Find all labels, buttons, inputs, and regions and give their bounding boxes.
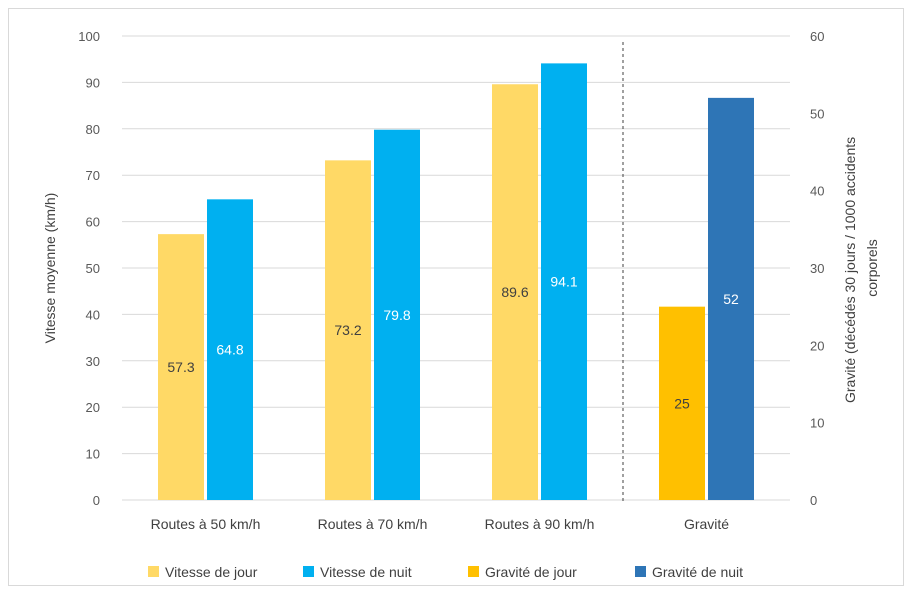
category-labels: Routes à 50 km/h Routes à 70 km/h Routes à… [151,516,730,532]
left-tick-label: 40 [86,307,100,322]
bars [158,63,754,501]
right-axis-title-line-1: Gravité (décédés 30 jours / 1000 acciden… [842,137,858,403]
data-label: 25 [674,395,690,411]
legend-swatch [303,566,314,577]
legend-swatch [148,566,159,577]
legend-swatch [468,566,479,577]
left-tick-label: 50 [86,261,100,276]
data-labels: 57.3 64.8 73.2 79.8 89.6 94.1 25 52 [167,274,739,412]
right-tick-label: 50 [810,106,824,121]
data-label: 73.2 [334,322,361,338]
data-label: 94.1 [550,274,577,290]
bar [492,84,538,501]
legend-swatch [635,566,646,577]
bar [659,306,705,500]
left-axis-title: Vitesse moyenne (km/h) [42,193,58,344]
data-label: 57.3 [167,359,194,375]
legend-label: Vitesse de jour [165,564,258,580]
category-label: Routes à 90 km/h [485,516,595,532]
category-label: Routes à 50 km/h [151,516,261,532]
left-tick-label: 10 [86,447,100,462]
bar [708,97,754,500]
left-tick-label: 20 [86,400,100,415]
left-tick-label: 80 [86,122,100,137]
category-label: Gravité [684,516,729,532]
chart-frame [8,8,904,586]
bar [325,160,371,501]
data-label: 89.6 [501,284,528,300]
right-tick-label: 40 [810,184,824,199]
category-label: Routes à 70 km/h [318,516,428,532]
right-tick-label: 30 [810,261,824,276]
data-label: 79.8 [383,307,410,323]
right-tick-label: 60 [810,29,824,44]
left-tick-label: 70 [86,168,100,183]
legend-label: Gravité de nuit [652,564,743,580]
bar [207,199,253,500]
right-axis-title-line-2: corporels [864,239,880,297]
right-tick-label: 0 [810,493,817,508]
left-tick-label: 30 [86,354,100,369]
bar [541,63,587,500]
right-axis-ticks: 0 10 20 30 40 50 60 [810,29,824,508]
data-label: 52 [723,291,739,307]
left-tick-label: 90 [86,75,100,90]
left-tick-label: 100 [78,29,100,44]
left-tick-label: 60 [86,215,100,230]
right-tick-label: 10 [810,416,824,431]
right-axis-title: Gravité (décédés 30 jours / 1000 acciden… [842,133,880,403]
data-label: 64.8 [216,342,243,358]
right-tick-label: 20 [810,338,824,353]
left-tick-label: 0 [93,493,100,508]
legend: Vitesse de jour Vitesse de nuit Gravité de… [148,564,743,580]
left-axis-ticks: 0 10 20 30 40 50 60 70 80 90 100 [78,29,100,508]
legend-label: Gravité de jour [485,564,577,580]
legend-label: Vitesse de nuit [320,564,412,580]
bar [374,129,420,500]
bar [158,234,204,501]
